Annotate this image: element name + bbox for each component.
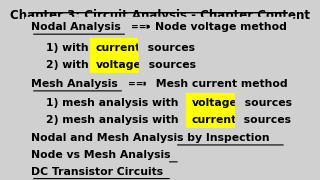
Text: Node voltage method: Node voltage method: [155, 22, 287, 32]
Text: 2) mesh analysis with: 2) mesh analysis with: [46, 115, 182, 125]
Text: 2) with: 2) with: [46, 60, 92, 70]
Text: Mesh current method: Mesh current method: [152, 79, 287, 89]
Text: DC Transistor Circuits: DC Transistor Circuits: [31, 167, 163, 177]
Text: current: current: [192, 115, 237, 125]
Text: Nodal Analysis: Nodal Analysis: [31, 22, 124, 32]
Text: ==►: ==►: [131, 22, 154, 31]
Text: sources: sources: [241, 98, 292, 108]
Text: Mesh Analysis: Mesh Analysis: [31, 79, 121, 89]
Text: Node vs Mesh Analysis: Node vs Mesh Analysis: [31, 150, 170, 160]
Text: 1) mesh analysis with: 1) mesh analysis with: [46, 98, 182, 108]
Text: Nodal and Mesh Analysis by Inspection: Nodal and Mesh Analysis by Inspection: [31, 133, 269, 143]
Text: sources: sources: [240, 115, 291, 125]
Text: voltage: voltage: [96, 60, 141, 70]
Text: sources: sources: [144, 43, 195, 53]
Text: 1) with: 1) with: [46, 43, 92, 53]
Text: Chapter 3: Circuit Analysis - Chapter Content: Chapter 3: Circuit Analysis - Chapter Co…: [10, 9, 310, 22]
Text: sources: sources: [145, 60, 196, 70]
Text: current: current: [96, 43, 141, 53]
Text: ==►: ==►: [128, 79, 150, 88]
Text: voltage: voltage: [192, 98, 237, 108]
